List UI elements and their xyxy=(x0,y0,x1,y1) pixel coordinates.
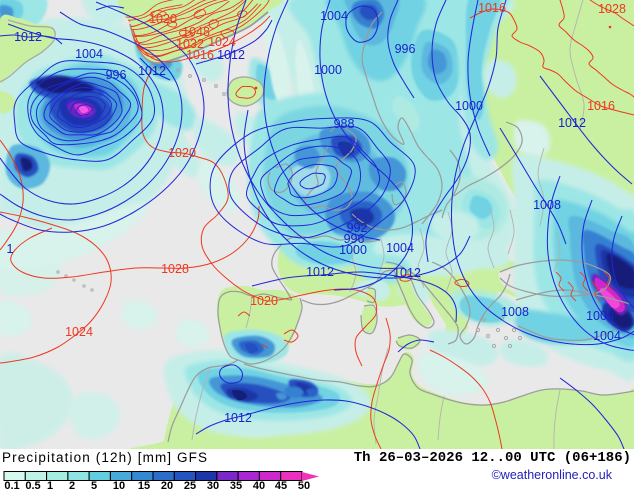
svg-text:1012: 1012 xyxy=(393,266,421,280)
svg-text:1000: 1000 xyxy=(586,309,614,323)
svg-text:1008: 1008 xyxy=(533,198,561,212)
svg-text:1020: 1020 xyxy=(168,146,196,160)
svg-text:1016: 1016 xyxy=(478,1,506,15)
svg-text:1020: 1020 xyxy=(149,12,177,26)
svg-text:1: 1 xyxy=(7,242,14,256)
svg-text:1012: 1012 xyxy=(558,116,586,130)
svg-text:1004: 1004 xyxy=(386,241,414,255)
svg-text:1004: 1004 xyxy=(593,329,621,343)
svg-text:1012: 1012 xyxy=(138,64,166,78)
svg-text:1000: 1000 xyxy=(314,63,342,77)
svg-text:1016: 1016 xyxy=(186,48,214,62)
svg-text:996: 996 xyxy=(106,68,127,82)
svg-text:1016: 1016 xyxy=(587,99,615,113)
svg-text:1004: 1004 xyxy=(75,47,103,61)
svg-text:1012: 1012 xyxy=(217,48,245,62)
svg-text:1004: 1004 xyxy=(320,9,348,23)
svg-text:996: 996 xyxy=(395,42,416,56)
svg-text:1000: 1000 xyxy=(339,243,367,257)
svg-text:988: 988 xyxy=(334,117,355,131)
svg-text:1024: 1024 xyxy=(208,35,236,49)
svg-text:1008: 1008 xyxy=(501,305,529,319)
svg-text:1020: 1020 xyxy=(250,294,278,308)
svg-text:1012: 1012 xyxy=(306,265,334,279)
svg-text:1032: 1032 xyxy=(176,37,204,51)
svg-text:1048: 1048 xyxy=(182,25,210,39)
svg-text:1024: 1024 xyxy=(65,325,93,339)
svg-text:1028: 1028 xyxy=(161,262,189,276)
svg-text:996: 996 xyxy=(344,232,365,246)
svg-text:1028: 1028 xyxy=(598,2,626,16)
svg-text:1000: 1000 xyxy=(455,99,483,113)
svg-text:992: 992 xyxy=(347,221,368,235)
svg-text:1012: 1012 xyxy=(14,30,42,44)
svg-text:1012: 1012 xyxy=(224,411,252,425)
